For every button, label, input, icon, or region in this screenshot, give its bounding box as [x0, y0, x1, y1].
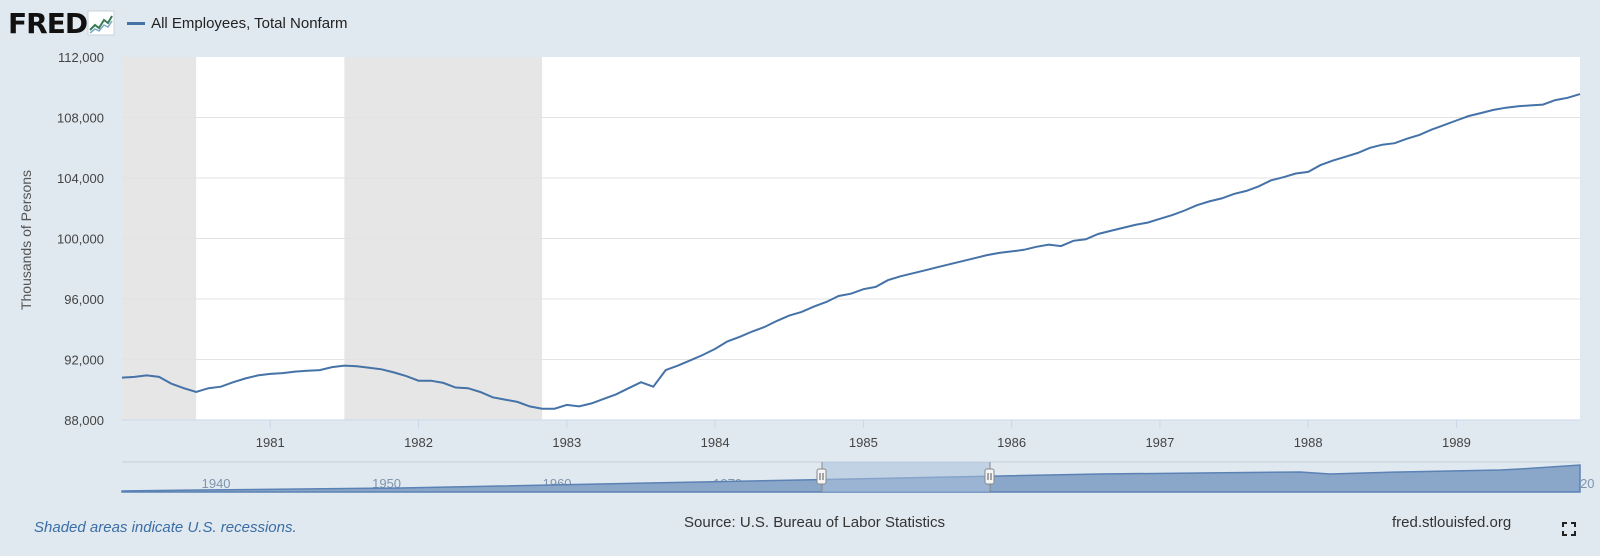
- line-chart-icon: [87, 10, 115, 36]
- navigator-selected-range[interactable]: [822, 462, 990, 492]
- x-tick-label: 1982: [404, 435, 433, 450]
- y-tick-label: 112,000: [58, 50, 104, 65]
- y-axis-label: Thousands of Persons: [18, 170, 34, 310]
- x-tick-label: 1988: [1294, 435, 1323, 450]
- site-url[interactable]: fred.stlouisfed.org: [1392, 514, 1512, 531]
- fullscreen-icon[interactable]: [1562, 522, 1576, 536]
- x-tick-label: 1984: [701, 435, 730, 450]
- chart: 112,000 108,000 104,000 100,000 96,000 92,000…: [18, 50, 1595, 493]
- recession-note: Shaded areas indicate U.S. recessions.: [34, 519, 297, 536]
- y-axis-ticks: 112,000 108,000 104,000 100,000 96,000 92,000…: [57, 50, 104, 428]
- x-tick-label: 1987: [1145, 435, 1174, 450]
- y-tick-label: 96,000: [64, 292, 104, 307]
- y-tick-label: 88,000: [64, 413, 104, 428]
- y-tick-label: 104,000: [57, 171, 104, 186]
- x-tick-label: 1989: [1442, 435, 1471, 450]
- logo-text: FRED: [8, 6, 88, 40]
- legend-label: All Employees, Total Nonfarm: [151, 14, 348, 32]
- fred-logo[interactable]: FRED: [8, 7, 115, 40]
- x-tick-label: 1986: [997, 435, 1026, 450]
- header: FRED All Employees, Total Nonfarm: [8, 6, 348, 40]
- y-tick-label: 100,000: [57, 232, 104, 247]
- source-text: Source: U.S. Bureau of Labor Statistics: [684, 514, 945, 531]
- series-line-all-employees[interactable]: [121, 93, 1581, 410]
- gridlines: [122, 117, 1580, 421]
- navigator-label: 1940: [202, 476, 231, 491]
- x-tick-label: 1981: [256, 435, 285, 450]
- x-axis-ticks: 1981 1982 1983 1984 1985 1986 1987 1988 1989: [256, 420, 1471, 450]
- y-tick-label: 108,000: [57, 111, 104, 126]
- x-tick-label: 1983: [552, 435, 581, 450]
- x-tick-label: 1985: [849, 435, 878, 450]
- legend-swatch: [127, 21, 146, 25]
- navigator-series-area: [121, 464, 1581, 493]
- navigator-right-handle[interactable]: [984, 462, 995, 492]
- legend[interactable]: All Employees, Total Nonfarm: [127, 14, 348, 32]
- navigator[interactable]: 194019501960197019801990200020102020: [121, 461, 1595, 493]
- navigator-left-handle[interactable]: [816, 462, 827, 492]
- navigator-label: 1950: [372, 476, 401, 491]
- y-tick-label: 92,000: [64, 353, 104, 368]
